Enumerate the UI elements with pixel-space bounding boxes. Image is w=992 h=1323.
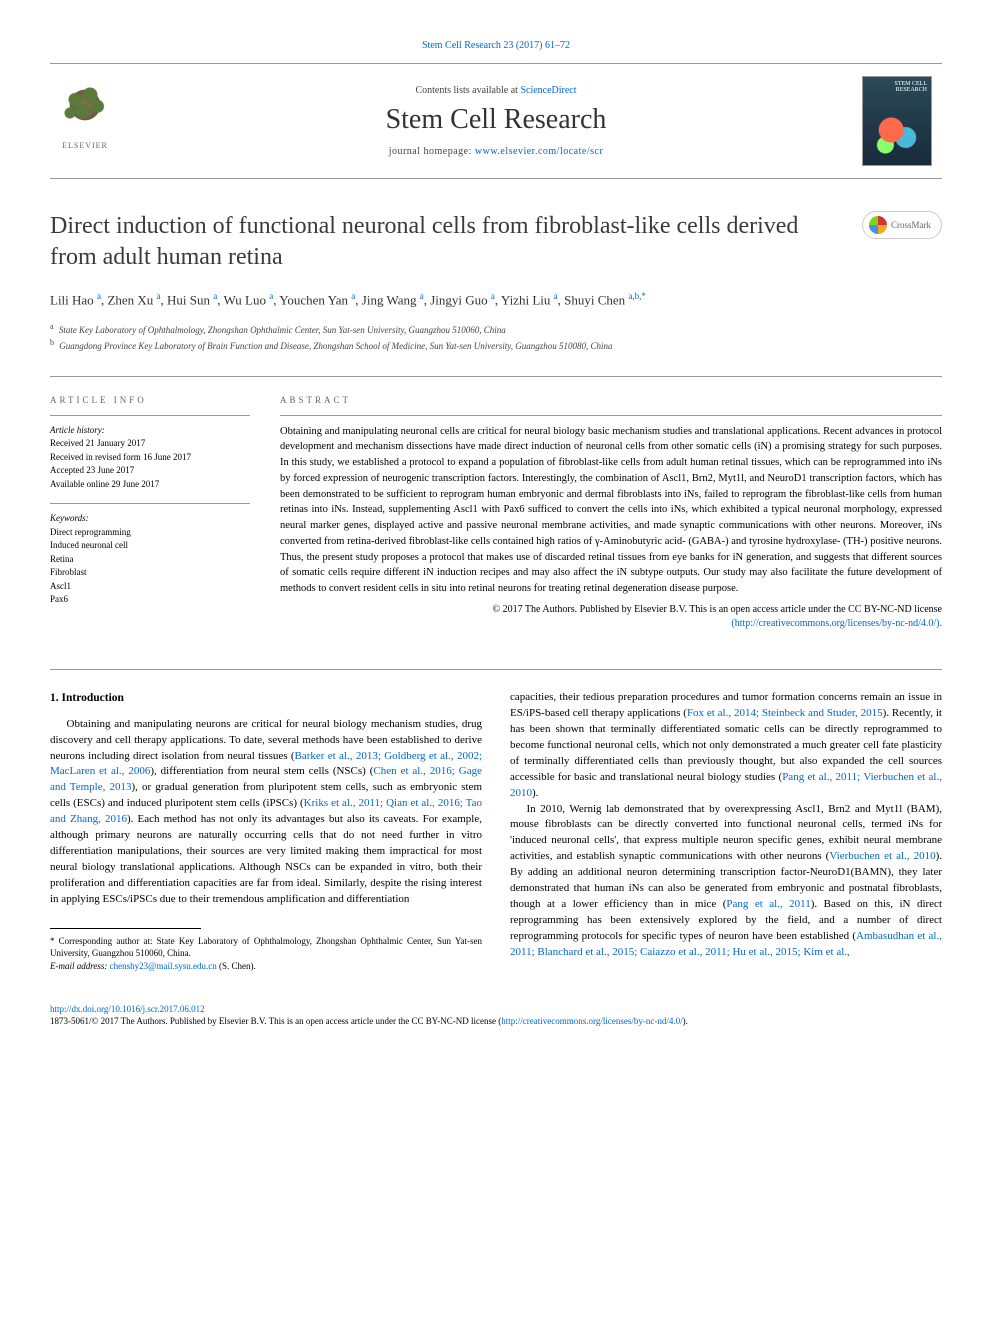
article-info-heading: ARTICLE INFO [50,395,250,405]
contents-available-line: Contents lists available at ScienceDirec… [130,85,862,96]
received-date: Received 21 January 2017 [50,437,250,451]
keyword-item: Retina [50,553,250,567]
crossmark-icon [869,216,887,234]
journal-cover-icon: STEM CELL RESEARCH [862,76,932,166]
keywords-label: Keywords: [50,512,250,526]
affiliation-a: a State Key Laboratory of Ophthalmology,… [50,321,942,338]
citation-link[interactable]: Vierbuchen et al., 2010 [829,850,935,862]
issn-copyright: 1873-5061/© 2017 The Authors. Published … [50,1016,501,1026]
intro-paragraph-3: In 2010, Wernig lab demonstrated that by… [510,802,942,961]
page-footer: http://dx.doi.org/10.1016/j.scr.2017.06.… [50,1003,942,1028]
article-history-block: Article history: Received 21 January 201… [50,415,250,492]
affiliation-b: b Guangdong Province Key Laboratory of B… [50,337,942,354]
abstract-copyright: © 2017 The Authors. Published by Elsevie… [280,603,942,631]
keyword-item: Ascl1 [50,580,250,594]
doi-link[interactable]: http://dx.doi.org/10.1016/j.scr.2017.06.… [50,1004,205,1014]
top-citation: Stem Cell Research 23 (2017) 61–72 [50,40,942,51]
sciencedirect-link[interactable]: ScienceDirect [520,85,576,96]
citation-link[interactable]: Pang et al., 2011 [726,898,810,910]
email-footnote: E-mail address: chenshy23@mail.sysu.edu.… [50,960,482,973]
intro-paragraph-1: Obtaining and manipulating neurons are c… [50,717,482,908]
section-1-heading: 1. Introduction [50,690,482,707]
journal-header: ELSEVIER Contents lists available at Sci… [50,63,942,179]
abstract-text: Obtaining and manipulating neuronal cell… [280,424,942,597]
article-body: 1. Introduction Obtaining and manipulati… [50,669,942,973]
elsevier-tree-icon: ELSEVIER [50,81,120,161]
crossmark-badge[interactable]: CrossMark [862,211,942,239]
email-link[interactable]: chenshy23@mail.sysu.edu.cn [110,961,217,971]
crossmark-label: CrossMark [891,220,931,230]
affiliations: a State Key Laboratory of Ophthalmology,… [50,321,942,354]
citation-link[interactable]: Fox et al., 2014; Steinbeck and Studer, … [687,707,883,719]
accepted-date: Accepted 23 June 2017 [50,464,250,478]
citation-link[interactable]: Stem Cell Research 23 (2017) 61–72 [422,40,570,51]
keyword-item: Fibroblast [50,566,250,580]
article-title: Direct induction of functional neuronal … [50,211,862,273]
publisher-name: ELSEVIER [50,141,120,150]
keyword-item: Direct reprogramming [50,526,250,540]
author-list: Lili Hao a, Zhen Xu a, Hui Sun a, Wu Luo… [50,291,942,308]
history-label: Article history: [50,424,250,438]
footnote-separator [50,928,201,929]
intro-paragraph-2: capacities, their tedious preparation pr… [510,690,942,802]
revised-date: Received in revised form 16 June 2017 [50,451,250,465]
abstract-heading: ABSTRACT [280,395,942,405]
article-info-column: ARTICLE INFO Article history: Received 2… [50,395,250,643]
abstract-column: ABSTRACT Obtaining and manipulating neur… [280,395,942,643]
homepage-link[interactable]: www.elsevier.com/locate/scr [475,146,603,157]
keyword-item: Induced neuronal cell [50,539,250,553]
journal-title: Stem Cell Research [130,104,862,136]
license-link[interactable]: (http://creativecommons.org/licenses/by-… [731,618,942,629]
keyword-item: Pax6 [50,593,250,607]
cover-thumbnail-box: STEM CELL RESEARCH [862,76,942,166]
corresponding-author-footnote: * Corresponding author at: State Key Lab… [50,935,482,960]
footer-license-link[interactable]: http://creativecommons.org/licenses/by-n… [501,1016,682,1026]
journal-homepage-line: journal homepage: www.elsevier.com/locat… [130,146,862,157]
online-date: Available online 29 June 2017 [50,478,250,492]
keywords-block: Keywords: Direct reprogramming Induced n… [50,503,250,607]
publisher-logo-box: ELSEVIER [50,81,130,161]
